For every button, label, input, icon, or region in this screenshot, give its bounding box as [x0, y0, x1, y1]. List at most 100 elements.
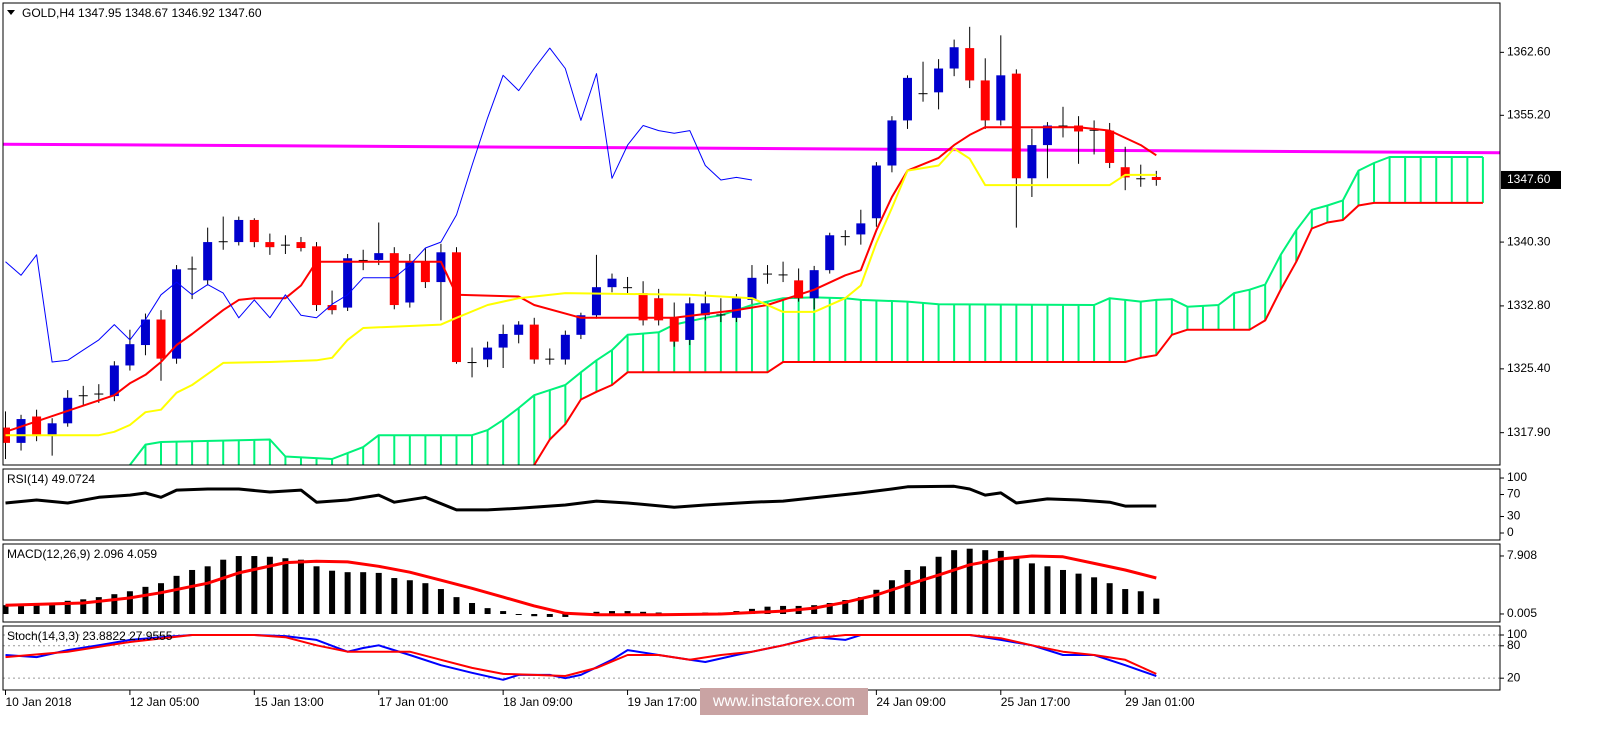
candle-body: [156, 319, 166, 359]
bar: [1044, 566, 1051, 615]
candle-body: [980, 80, 990, 121]
bar: [375, 572, 382, 615]
bar: [344, 572, 351, 615]
candle-body: [389, 253, 399, 306]
bar: [920, 566, 927, 615]
y-tick-label: 80: [1507, 638, 1521, 652]
candle-body: [498, 333, 508, 348]
x-tick-label: 15 Jan 13:00: [254, 695, 324, 709]
candle-body: [1058, 125, 1068, 127]
candle-body: [778, 274, 788, 276]
bar: [640, 611, 647, 615]
bar: [406, 580, 413, 615]
bar: [531, 614, 538, 617]
x-tick-label: 18 Jan 09:00: [503, 695, 573, 709]
panel-frame: [2, 468, 1501, 541]
candle-body: [669, 317, 679, 342]
x-tick-label: 17 Jan 01:00: [379, 695, 449, 709]
candle-body: [996, 75, 1006, 121]
candle-body: [234, 219, 244, 243]
candle-body: [47, 423, 57, 437]
y-tick-label: 1355.20: [1507, 107, 1551, 121]
candle-body: [436, 252, 446, 283]
candle-body: [140, 319, 150, 346]
candle-body: [451, 252, 461, 363]
candle-body: [545, 358, 555, 360]
candle-body: [358, 259, 368, 261]
bar: [826, 602, 833, 615]
candle-body: [265, 242, 275, 248]
bar: [437, 589, 444, 615]
candle-body: [576, 315, 586, 335]
bar: [1028, 563, 1035, 615]
bar: [593, 611, 600, 615]
y-tick-label: 7.908: [1507, 548, 1537, 562]
candle-body: [514, 324, 524, 335]
y-tick-label: 1317.90: [1507, 425, 1551, 439]
bar: [515, 614, 522, 616]
candle-body: [700, 303, 710, 316]
watermark-box: [700, 688, 868, 715]
candle-body: [249, 219, 259, 243]
bar: [484, 608, 491, 615]
panel: [5, 484, 1157, 512]
bar: [80, 599, 87, 615]
bar: [282, 558, 289, 615]
panel: [3, 548, 1160, 617]
bar: [64, 600, 71, 615]
candle-body: [16, 419, 26, 443]
x-tick-label: 10 Jan 2018: [5, 695, 71, 709]
bar: [904, 569, 911, 615]
bar: [220, 559, 227, 615]
title-arrow: [7, 10, 15, 15]
bar: [204, 566, 211, 615]
bar: [18, 605, 25, 615]
candle-body: [965, 48, 975, 81]
line: [129, 156, 1483, 465]
candle-body: [78, 395, 88, 397]
bar: [266, 556, 273, 615]
panel: [3, 26, 1500, 465]
bar: [142, 586, 149, 615]
candle-body: [654, 298, 664, 321]
candle-body: [529, 324, 539, 360]
bar: [126, 591, 133, 615]
candle-body: [623, 287, 633, 289]
y-tick-label: 1362.60: [1507, 45, 1551, 59]
candle-body: [591, 287, 601, 316]
bar: [1091, 577, 1098, 615]
candle-body: [343, 258, 353, 308]
x-tick-label: 12 Jan 05:00: [130, 695, 200, 709]
candle-body: [327, 305, 337, 311]
bar: [453, 597, 460, 615]
watermark: www.instaforex.com: [712, 693, 855, 710]
candle-body: [94, 393, 104, 395]
candle-body: [934, 68, 944, 93]
candle-body: [1074, 125, 1084, 132]
bar: [360, 572, 367, 615]
panel-title: RSI(14) 49.0724: [7, 472, 95, 486]
bar: [33, 605, 40, 615]
bar: [158, 583, 165, 615]
candle-body: [1136, 178, 1146, 180]
y-tick-label: 0.005: [1507, 606, 1537, 620]
bar: [1075, 573, 1082, 615]
candle-body: [716, 314, 726, 316]
y-tick-label: 1325.40: [1507, 361, 1551, 375]
candle-body: [840, 236, 850, 238]
candle-body: [172, 269, 182, 359]
bar: [873, 589, 880, 615]
last-price-label: 1347.60: [1507, 172, 1551, 186]
chart-title: GOLD,H4 1347.95 1348.67 1346.92 1347.60: [22, 6, 262, 20]
candle-body: [560, 334, 570, 360]
bar: [1059, 569, 1066, 615]
bar: [1153, 598, 1160, 615]
y-tick-label: 20: [1507, 670, 1521, 684]
bar: [857, 597, 864, 615]
bar: [111, 594, 118, 615]
bar: [95, 597, 102, 615]
candle-body: [763, 273, 773, 275]
candle-body: [32, 416, 42, 437]
